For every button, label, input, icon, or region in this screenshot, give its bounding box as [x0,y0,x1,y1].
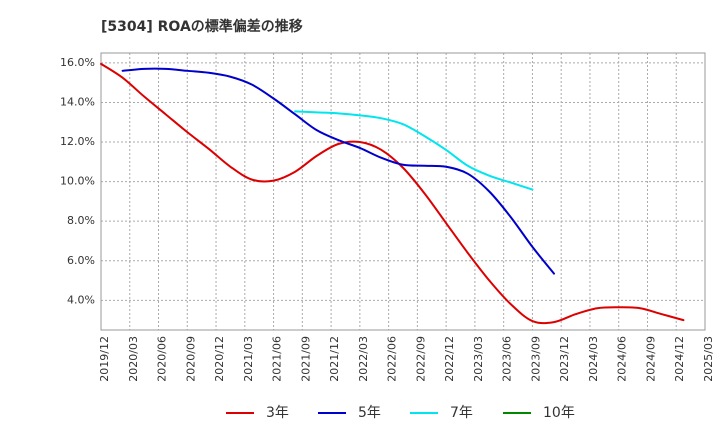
x-tick-label: 2020/12 [213,336,226,382]
y-tick-label: 8.0% [67,214,95,227]
x-tick-label: 2021/06 [271,336,284,382]
y-tick-label: 6.0% [67,254,95,267]
x-tick-label: 2023/09 [529,336,542,382]
x-tick-label: 2021/12 [328,336,341,382]
x-tick-label: 2023/12 [558,336,571,382]
plot-area [100,52,706,331]
legend: 3年 5年 7年 10年 [226,405,575,421]
y-tick-label: 12.0% [60,135,95,148]
x-tick-label: 2020/06 [156,336,169,382]
x-tick-label: 2025/03 [702,336,715,382]
series-lines [100,62,685,325]
legend-label-1: 3年 [266,405,289,421]
x-tick-label: 2021/09 [299,336,312,382]
x-tick-label: 2022/03 [357,336,370,382]
x-tick-label: 2022/12 [443,336,456,382]
x-tick-label: 2022/06 [386,336,399,382]
x-tick-label: 2024/03 [587,336,600,382]
x-tick-label: 2020/09 [184,336,197,382]
x-tick-label: 2021/03 [242,336,255,382]
series-line-3 [294,110,534,191]
x-tick-label: 2023/03 [472,336,485,382]
y-axis: 4.0% 6.0% 8.0% 10.0% 12.0% 14.0% 16.0% [60,56,95,306]
series-line-2 [121,67,555,275]
x-tick-label: 2024/09 [644,336,657,382]
series-line-1 [100,62,685,325]
legend-label-2: 5年 [358,405,381,421]
y-tick-label: 14.0% [60,95,95,108]
grid [101,53,705,330]
x-tick-label: 2024/12 [673,336,686,382]
y-tick-label: 16.0% [60,56,95,69]
legend-label-3: 7年 [450,405,473,421]
x-tick-label: 2023/06 [501,336,514,382]
x-tick-label: 2022/09 [414,336,427,382]
x-tick-label: 2024/06 [616,336,629,382]
x-axis: 2019/12 2020/03 2020/06 2020/09 2020/12 2021/… [98,336,715,382]
x-tick-label: 2020/03 [127,336,140,382]
y-tick-label: 10.0% [60,175,95,188]
y-tick-label: 4.0% [67,293,95,306]
legend-label-4: 10年 [543,405,575,421]
x-tick-label: 2019/12 [98,336,111,382]
chart-title: [5304] ROAの標準偏差の推移 [101,18,303,35]
